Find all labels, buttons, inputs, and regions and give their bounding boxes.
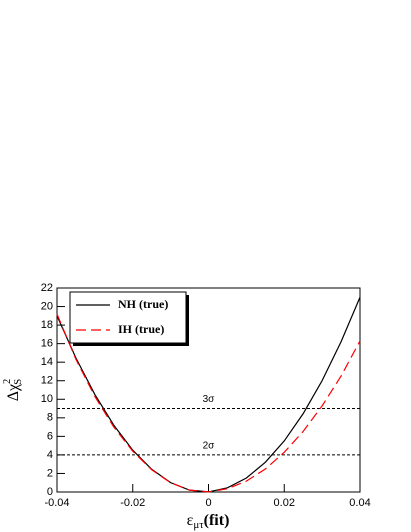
- y-tick-label: 0: [47, 486, 53, 498]
- x-label-subscript: μτ: [193, 519, 204, 531]
- x-label-suffix: (fit): [204, 512, 230, 529]
- y-tick-label: 20: [41, 300, 53, 312]
- x-tick-label: -0.02: [120, 497, 145, 509]
- x-label-symbol: ε: [187, 512, 194, 529]
- y-label-symbol: Δχ: [5, 383, 22, 401]
- y-tick-label: 8: [47, 412, 53, 424]
- x-tick-label: 0: [205, 497, 211, 509]
- legend-label: IH (true): [118, 322, 164, 336]
- y-tick-label: 18: [41, 319, 53, 331]
- y-tick-label: 12: [41, 375, 53, 387]
- y-tick-label: 6: [47, 430, 53, 442]
- y-tick-label: 22: [41, 282, 53, 294]
- y-label-superscript: 2: [2, 379, 13, 384]
- y-tick-label: 4: [47, 449, 53, 461]
- threshold-label: 2σ: [203, 441, 216, 452]
- y-axis-label: Δχ2S: [2, 379, 23, 402]
- series-line: [56, 313, 361, 493]
- y-tick-label: 14: [41, 356, 53, 368]
- threshold-label: 3σ: [203, 394, 216, 405]
- x-tick-label: 0.02: [274, 497, 295, 509]
- legend-label: NH (true): [118, 297, 168, 311]
- x-tick-label: 0.04: [349, 497, 370, 509]
- y-tick-label: 10: [41, 393, 53, 405]
- y-label-subscript: S: [12, 379, 24, 385]
- x-axis-label: εμτ(fit): [187, 512, 230, 531]
- legend-box: [69, 291, 187, 344]
- y-tick-label: 16: [41, 338, 53, 350]
- x-tick-label: -0.04: [44, 497, 69, 509]
- y-tick-label: 2: [47, 467, 53, 479]
